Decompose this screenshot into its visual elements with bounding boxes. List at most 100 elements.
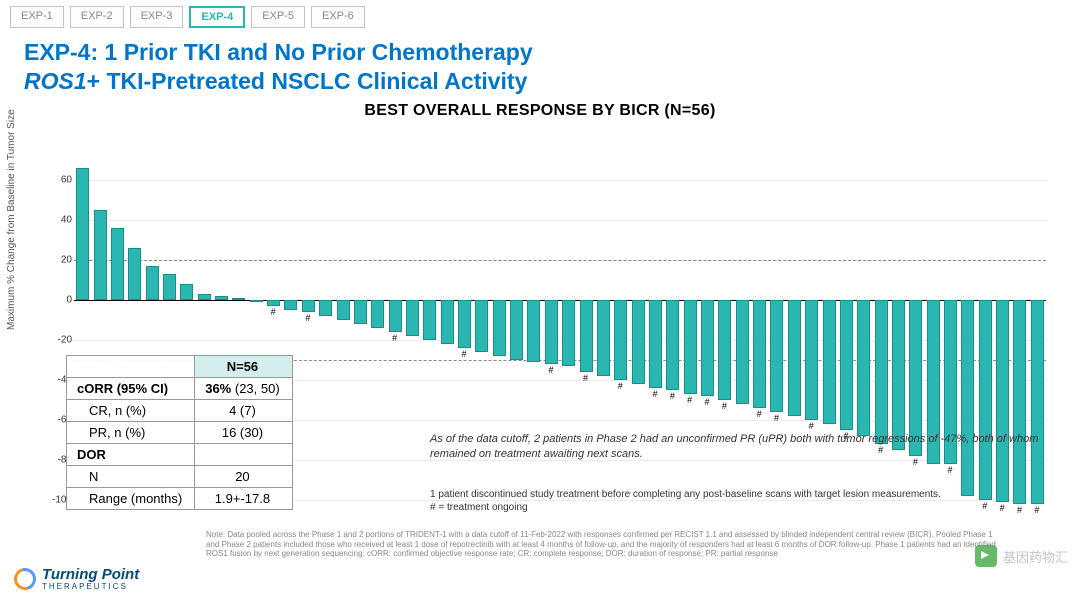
footnote-italic: As of the data cutoff, 2 patients in Pha… bbox=[430, 432, 1050, 462]
bar bbox=[979, 300, 992, 500]
bar bbox=[996, 300, 1009, 502]
stats-label: CR, n (%) bbox=[67, 400, 195, 422]
stats-n-header: N=56 bbox=[195, 356, 292, 378]
fine-print: Note: Data pooled across the Phase 1 and… bbox=[206, 530, 996, 559]
ongoing-marker: # bbox=[548, 365, 553, 375]
bar bbox=[510, 300, 523, 360]
ytick: 40 bbox=[50, 215, 72, 226]
bar bbox=[111, 228, 124, 300]
bar bbox=[718, 300, 731, 400]
bar bbox=[736, 300, 749, 404]
ongoing-marker: # bbox=[670, 391, 675, 401]
bar bbox=[441, 300, 454, 344]
ongoing-marker: # bbox=[271, 307, 276, 317]
bar bbox=[267, 300, 280, 306]
bar bbox=[788, 300, 801, 416]
ongoing-marker: # bbox=[722, 401, 727, 411]
stats-value bbox=[195, 444, 292, 466]
stats-value: 4 (7) bbox=[195, 400, 292, 422]
stats-label: cORR (95% CI) bbox=[67, 378, 195, 400]
bar bbox=[250, 300, 263, 302]
tab-exp-3[interactable]: EXP-3 bbox=[130, 6, 184, 28]
y-axis-label: Maximum % Change from Baseline in Tumor … bbox=[6, 109, 17, 330]
ongoing-marker: # bbox=[809, 421, 814, 431]
logo-name: Turning Point bbox=[42, 567, 139, 582]
ongoing-marker: # bbox=[392, 333, 397, 343]
stats-value: 20 bbox=[195, 466, 292, 488]
tab-exp-2[interactable]: EXP-2 bbox=[70, 6, 124, 28]
stats-value: 16 (30) bbox=[195, 422, 292, 444]
bar bbox=[180, 284, 193, 300]
bar bbox=[770, 300, 783, 412]
stats-value: 36% (23, 50) bbox=[195, 378, 292, 400]
ongoing-marker: # bbox=[774, 413, 779, 423]
tab-exp-1[interactable]: EXP-1 bbox=[10, 6, 64, 28]
bar bbox=[215, 296, 228, 300]
watermark: 基因药物汇 bbox=[975, 545, 1068, 567]
bar bbox=[76, 168, 89, 300]
ongoing-marker: # bbox=[618, 381, 623, 391]
bar bbox=[493, 300, 506, 356]
ongoing-marker: # bbox=[757, 409, 762, 419]
bar bbox=[666, 300, 679, 390]
bar bbox=[319, 300, 332, 316]
bar bbox=[389, 300, 402, 332]
bar bbox=[406, 300, 419, 336]
bar bbox=[753, 300, 766, 408]
ytick: 20 bbox=[50, 255, 72, 266]
ongoing-marker: # bbox=[462, 349, 467, 359]
bar bbox=[337, 300, 350, 320]
ongoing-marker: # bbox=[583, 373, 588, 383]
watermark-text: 基因药物汇 bbox=[1003, 547, 1068, 566]
wechat-icon bbox=[975, 545, 997, 567]
slide-title: EXP-4: 1 Prior TKI and No Prior Chemothe… bbox=[0, 28, 1080, 96]
logo-swirl-icon bbox=[10, 564, 40, 594]
ongoing-marker: # bbox=[652, 389, 657, 399]
ongoing-marker: # bbox=[305, 313, 310, 323]
bar bbox=[232, 298, 245, 300]
bar bbox=[580, 300, 593, 372]
bar bbox=[805, 300, 818, 420]
logo-subtitle: THERAPEUTICS bbox=[42, 582, 139, 591]
bar bbox=[128, 248, 141, 300]
tab-exp-4[interactable]: EXP-4 bbox=[189, 6, 245, 28]
bar bbox=[597, 300, 610, 376]
bar bbox=[562, 300, 575, 366]
bar bbox=[284, 300, 297, 310]
bar bbox=[857, 300, 870, 436]
bar bbox=[354, 300, 367, 324]
bar bbox=[198, 294, 211, 300]
bar bbox=[458, 300, 471, 348]
company-logo: Turning Point THERAPEUTICS bbox=[14, 567, 139, 591]
stats-table: N=56 cORR (95% CI)36% (23, 50)CR, n (%)4… bbox=[66, 355, 293, 510]
stats-blank-header bbox=[67, 356, 195, 378]
ytick: -20 bbox=[50, 335, 72, 346]
ongoing-marker: # bbox=[705, 397, 710, 407]
title-gene-em: ROS1 bbox=[24, 68, 87, 94]
bar bbox=[302, 300, 315, 312]
bar bbox=[527, 300, 540, 362]
bar bbox=[371, 300, 384, 328]
bar bbox=[875, 300, 888, 444]
bar bbox=[545, 300, 558, 364]
bar bbox=[614, 300, 627, 380]
bar bbox=[146, 266, 159, 300]
bar bbox=[823, 300, 836, 424]
bar bbox=[423, 300, 436, 340]
bar bbox=[701, 300, 714, 396]
stats-label: DOR bbox=[67, 444, 195, 466]
ytick: 0 bbox=[50, 295, 72, 306]
bar bbox=[94, 210, 107, 300]
stats-label: PR, n (%) bbox=[67, 422, 195, 444]
tab-exp-6[interactable]: EXP-6 bbox=[311, 6, 365, 28]
tab-exp-5[interactable]: EXP-5 bbox=[251, 6, 305, 28]
title-line-1: EXP-4: 1 Prior TKI and No Prior Chemothe… bbox=[24, 38, 1080, 67]
bar bbox=[684, 300, 697, 394]
stats-label: Range (months) bbox=[67, 488, 195, 510]
bar bbox=[632, 300, 645, 384]
footnote-plain: 1 patient discontinued study treatment b… bbox=[430, 488, 1050, 514]
bar bbox=[892, 300, 905, 450]
ongoing-marker: # bbox=[948, 465, 953, 475]
bar bbox=[961, 300, 974, 496]
title-line-2-suffix: + TKI-Pretreated NSCLC Clinical Activity bbox=[87, 68, 528, 94]
